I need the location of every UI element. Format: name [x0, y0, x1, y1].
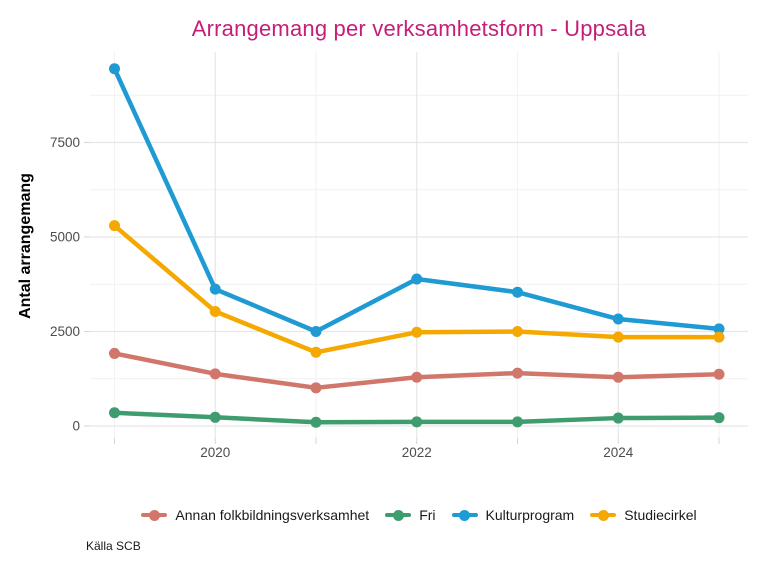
- data-point-annan-folkbildningsverksamhet: [512, 367, 523, 379]
- legend-key-dot: [459, 509, 471, 521]
- x-tick-label: 2020: [200, 445, 230, 460]
- data-point-kulturprogram: [310, 326, 322, 337]
- data-point-studiecirkel: [109, 220, 120, 232]
- legend-key-dot: [148, 509, 160, 521]
- y-tick-label: 2500: [50, 324, 80, 339]
- y-tick-label: 5000: [50, 230, 80, 245]
- data-point-annan-folkbildningsverksamhet: [209, 368, 221, 380]
- data-point-fri: [713, 412, 725, 424]
- chart-title: Arrangemang per verksamhetsform - Uppsal…: [191, 16, 647, 41]
- data-point-fri: [109, 407, 120, 419]
- x-tick-label: 2024: [603, 445, 634, 460]
- legend-label: Fri: [419, 507, 436, 523]
- data-point-studiecirkel: [713, 331, 725, 343]
- data-point-kulturprogram: [713, 323, 725, 335]
- legend-key-dot: [597, 509, 609, 521]
- data-point-studiecirkel: [512, 326, 523, 337]
- data-point-annan-folkbildningsverksamhet: [411, 371, 423, 383]
- data-point-fri: [612, 412, 624, 424]
- legend: Annan folkbildningsverksamhet Fri Kulturpr…: [90, 507, 748, 523]
- y-tick-label: 7500: [50, 135, 80, 150]
- legend-key-icon: [385, 509, 412, 521]
- legend-item-kulturprogram: Kulturprogram: [451, 507, 575, 523]
- legend-key-icon: [590, 509, 617, 521]
- legend-key-icon: [141, 509, 168, 521]
- data-point-annan-folkbildningsverksamhet: [612, 371, 624, 383]
- data-point-fri: [209, 411, 221, 423]
- data-point-studiecirkel: [411, 326, 423, 338]
- legend-item-fri: Fri: [385, 507, 436, 523]
- data-point-kulturprogram: [109, 63, 120, 75]
- data-point-fri: [512, 416, 523, 428]
- data-point-kulturprogram: [612, 313, 624, 325]
- legend-key-dot: [392, 509, 404, 521]
- source-caption: Källa SCB: [86, 539, 141, 553]
- data-point-fri: [310, 416, 322, 428]
- data-point-kulturprogram: [411, 273, 423, 285]
- legend-item-annan-folkbildningsverksamhet: Annan folkbildningsverksamhet: [141, 507, 369, 523]
- legend-label: Studiecirkel: [624, 507, 697, 523]
- legend-label: Kulturprogram: [485, 507, 575, 523]
- legend-label: Annan folkbildningsverksamhet: [175, 507, 370, 523]
- legend-key-icon: [451, 509, 478, 521]
- data-point-studiecirkel: [209, 305, 221, 317]
- data-point-kulturprogram: [209, 283, 221, 295]
- data-point-fri: [411, 416, 423, 428]
- data-point-studiecirkel: [612, 331, 624, 343]
- data-point-annan-folkbildningsverksamhet: [310, 382, 322, 394]
- data-point-annan-folkbildningsverksamhet: [713, 368, 725, 380]
- y-tick-label: 0: [72, 419, 80, 434]
- legend-item-studiecirkel: Studiecirkel: [590, 507, 697, 523]
- x-tick-label: 2022: [402, 445, 432, 460]
- data-point-annan-folkbildningsverksamhet: [109, 347, 120, 359]
- data-point-studiecirkel: [310, 346, 322, 358]
- data-point-kulturprogram: [512, 286, 523, 298]
